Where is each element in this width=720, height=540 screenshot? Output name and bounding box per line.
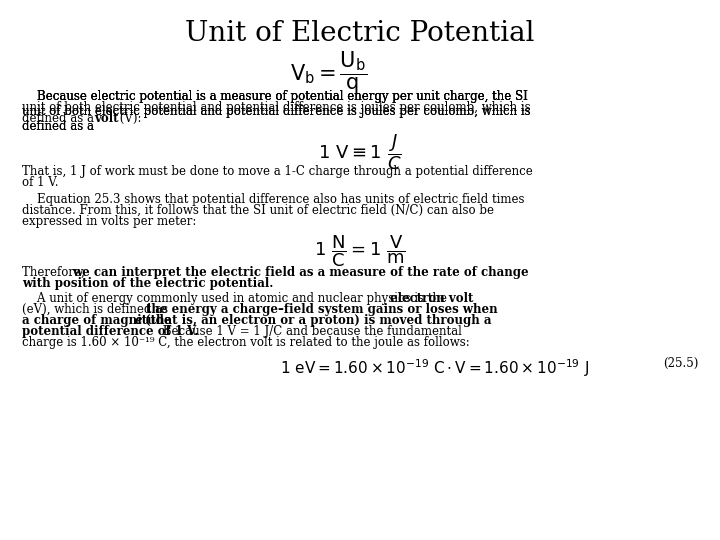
Text: (V):: (V): xyxy=(116,112,142,125)
Text: e: e xyxy=(135,314,143,327)
Text: $\mathrm{V_b = \dfrac{U_b}{q}}$: $\mathrm{V_b = \dfrac{U_b}{q}}$ xyxy=(290,50,367,96)
Text: $1\ \dfrac{\mathrm{N}}{\mathrm{C}} = 1\ \dfrac{\mathrm{V}}{\mathrm{m}}$: $1\ \dfrac{\mathrm{N}}{\mathrm{C}} = 1\ … xyxy=(314,233,406,268)
Text: $1\ \mathrm{eV} = 1.60 \times 10^{-19}\ \mathrm{C \cdot V} = 1.60 \times 10^{-19: $1\ \mathrm{eV} = 1.60 \times 10^{-19}\ … xyxy=(280,357,589,379)
Text: A unit of energy commonly used in atomic and nuclear physics is the: A unit of energy commonly used in atomic… xyxy=(22,292,451,305)
Text: expressed in volts per meter:: expressed in volts per meter: xyxy=(22,215,197,228)
Text: with position of the electric potential.: with position of the electric potential. xyxy=(22,277,274,290)
Text: volt: volt xyxy=(94,112,119,125)
Text: Unit of Electric Potential: Unit of Electric Potential xyxy=(185,20,535,47)
Text: Equation 25.3 shows that potential difference also has units of electric field t: Equation 25.3 shows that potential diffe… xyxy=(22,193,524,206)
Text: potential difference of 1 V.: potential difference of 1 V. xyxy=(22,325,199,338)
Text: Because 1 V = 1 J/C and because the fundamental: Because 1 V = 1 J/C and because the fund… xyxy=(159,325,462,338)
Text: defined as a: defined as a xyxy=(22,112,98,125)
Text: (eV), which is defined as: (eV), which is defined as xyxy=(22,303,172,316)
Text: of 1 V.: of 1 V. xyxy=(22,176,58,189)
Text: (25.5): (25.5) xyxy=(662,357,698,370)
Text: (that is, an electron or a proton) is moved through a: (that is, an electron or a proton) is mo… xyxy=(141,314,492,327)
Text: Because electric potential is a measure of potential energy per unit charge, the: Because electric potential is a measure … xyxy=(22,90,528,103)
Text: That is, 1 J of work must be done to move a 1-C charge through a potential diffe: That is, 1 J of work must be done to mov… xyxy=(22,165,533,178)
Text: charge is 1.60 × 10⁻¹⁹ C, the electron volt is related to the joule as follows:: charge is 1.60 × 10⁻¹⁹ C, the electron v… xyxy=(22,336,469,349)
Text: Therefore,: Therefore, xyxy=(22,266,89,279)
Text: distance. From this, it follows that the SI unit of electric field (N/C) can als: distance. From this, it follows that the… xyxy=(22,204,494,217)
Text: the energy a charge–field system gains or loses when: the energy a charge–field system gains o… xyxy=(146,303,498,316)
Text: we can interpret the electric field as a measure of the rate of change: we can interpret the electric field as a… xyxy=(72,266,528,279)
Text: Because electric potential is a measure of potential energy per unit charge, the: Because electric potential is a measure … xyxy=(22,90,531,133)
Text: a charge of magnitude: a charge of magnitude xyxy=(22,314,176,327)
Text: unit of both electric potential and potential difference is joules per coulomb, : unit of both electric potential and pote… xyxy=(22,101,531,114)
Text: Because electric potential is a measure of potential energy per unit charge, the: Because electric potential is a measure … xyxy=(22,90,531,133)
Text: electron volt: electron volt xyxy=(390,292,473,305)
Text: $1\ \mathrm{V} \equiv 1\ \dfrac{J}{C}$: $1\ \mathrm{V} \equiv 1\ \dfrac{J}{C}$ xyxy=(318,132,402,172)
